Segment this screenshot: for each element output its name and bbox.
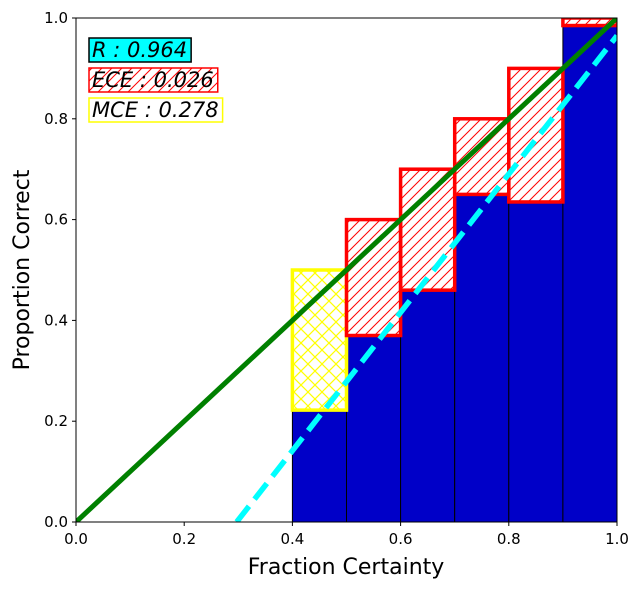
- r-value-annotation-box: [88, 37, 192, 63]
- mce-annotation: MCE : 0.278: [88, 97, 224, 123]
- gap-box-4: [507, 66, 565, 204]
- accuracy-bar-3: [454, 193, 510, 523]
- metric-annotations: R : 0.964 ECE : 0.026 MCE : 0.278: [88, 37, 224, 123]
- mce-annotation-text: MCE : 0.278: [92, 98, 219, 122]
- x-tick-label: 0.2: [172, 530, 196, 548]
- y-tick-label: 0.0: [44, 513, 68, 531]
- x-tick-label: 0.8: [497, 530, 521, 548]
- gap-box-1: [344, 217, 403, 338]
- y-axis-ticks: 0.0 0.2 0.4 0.6 0.8 1.0: [44, 9, 76, 531]
- x-tick-label: 1.0: [605, 530, 629, 548]
- gap-box-3: [452, 117, 511, 197]
- r-value-annotation: R : 0.964: [88, 37, 192, 63]
- y-tick-label: 0.2: [44, 412, 68, 430]
- max-gap-box-0: [290, 268, 349, 412]
- x-tick-label: 0.4: [280, 530, 304, 548]
- reference-lines: [76, 18, 617, 522]
- accuracy-bar-1: [346, 335, 402, 523]
- ece-annotation: ECE : 0.026: [88, 67, 219, 93]
- y-tick-label: 1.0: [44, 9, 68, 27]
- accuracy-bar-0: [291, 409, 347, 523]
- accuracy-bar-4: [508, 201, 564, 523]
- y-tick-label: 0.4: [44, 311, 68, 329]
- plot-frame: [75, 17, 618, 523]
- y-tick-label: 0.6: [44, 211, 68, 229]
- x-tick-label: 0.0: [64, 530, 88, 548]
- accuracy-bar-5: [562, 25, 618, 523]
- y-axis-title: Proportion Correct: [10, 169, 35, 370]
- ece-annotation-text: ECE : 0.026: [92, 68, 214, 92]
- r-value-annotation-text: R : 0.964: [92, 38, 187, 62]
- accuracy-bars: [291, 25, 618, 523]
- gap-box-2: [398, 167, 457, 292]
- mce-annotation-box: [88, 97, 224, 123]
- y-tick-label: 0.8: [44, 110, 68, 128]
- x-axis-title: Fraction Certainty: [248, 555, 445, 580]
- x-tick-label: 0.6: [389, 530, 413, 548]
- ece-annotation-hatch: [89, 68, 218, 92]
- identity-line: [76, 18, 617, 522]
- x-axis-ticks: 0.0 0.2 0.4 0.6 0.8 1.0: [64, 522, 629, 548]
- gap-boxes: [290, 18, 617, 412]
- accuracy-bar-2: [400, 289, 456, 523]
- fit-line: [234, 33, 617, 522]
- gap-box-5: [561, 18, 617, 28]
